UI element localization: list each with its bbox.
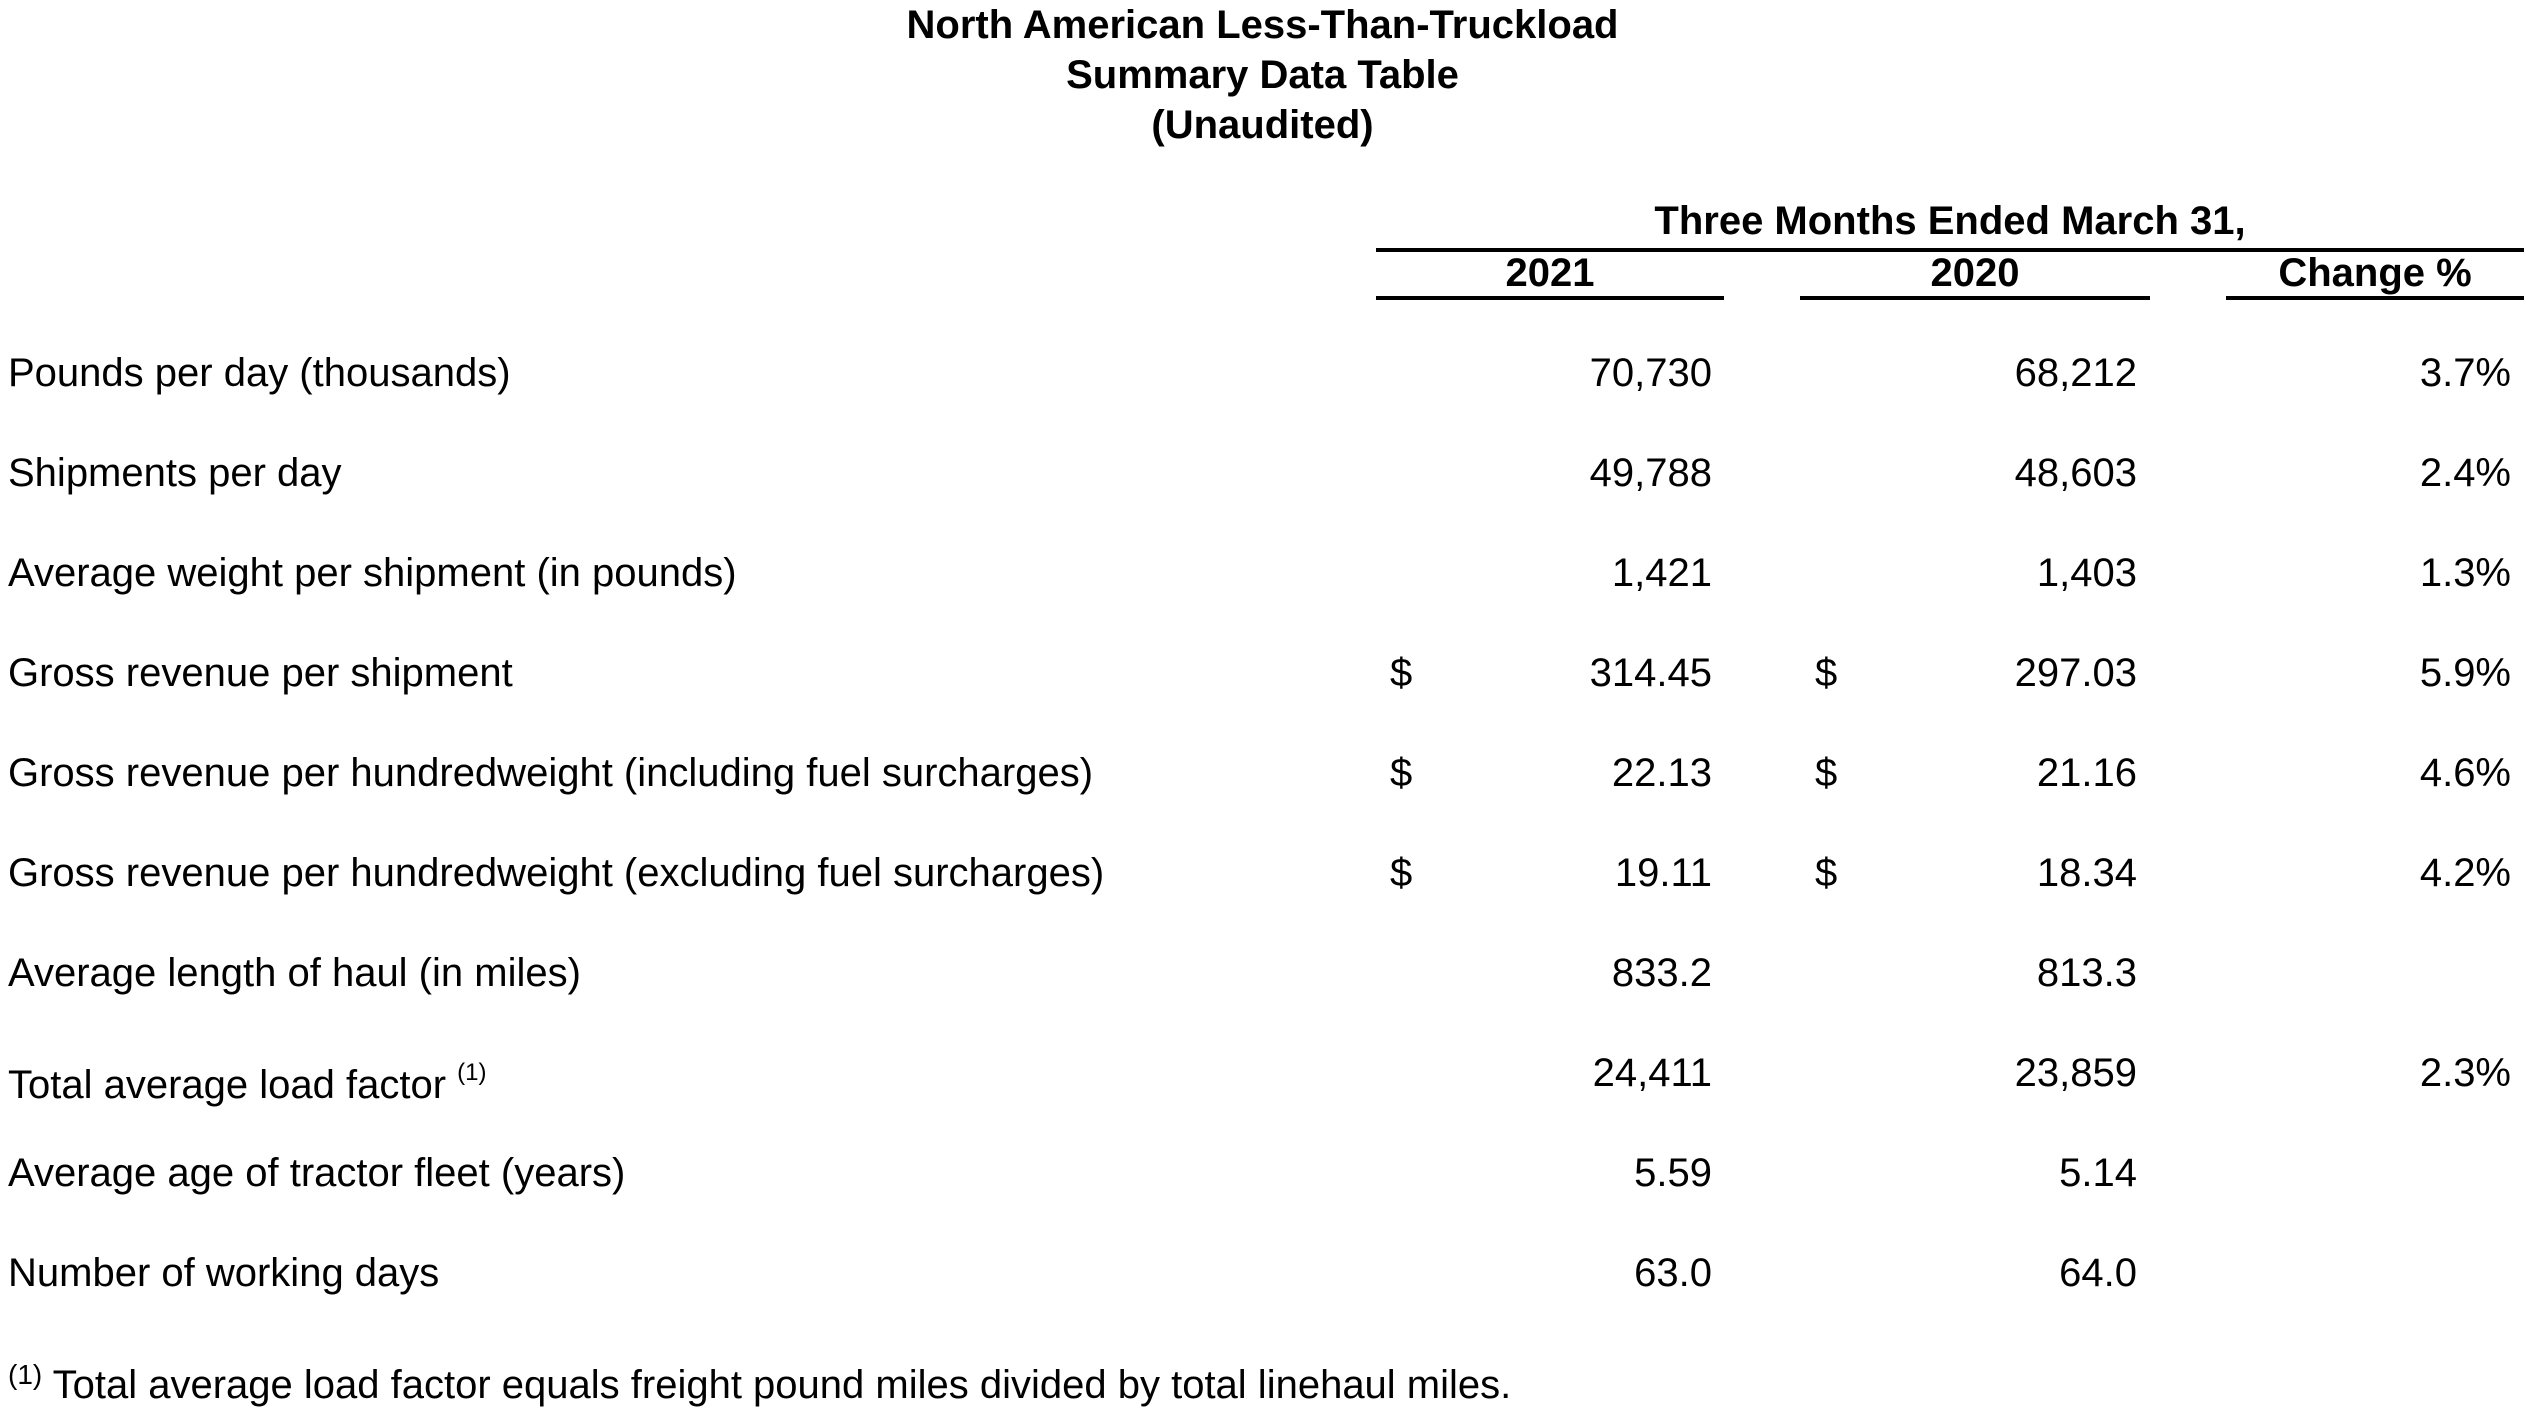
row-label: Gross revenue per hundredweight (excludi…	[8, 823, 1104, 923]
column-header-2021: 2021	[1376, 248, 1724, 300]
dollar-sign-2021	[1390, 523, 1430, 623]
value-change	[2226, 1123, 2511, 1223]
value-change: 4.6%	[2419, 751, 2511, 795]
row-label: Pounds per day (thousands)	[8, 323, 511, 423]
table-row: Average weight per shipment (in pounds) 1…	[0, 523, 2525, 623]
value-2020: 813.3	[2036, 951, 2137, 995]
dollar-sign-2021: $	[1390, 651, 1413, 695]
row-label-text: Total average load factor	[8, 1063, 458, 1107]
table-row: Gross revenue per hundredweight (excludi…	[0, 823, 2525, 923]
value-2021: 314.45	[1589, 651, 1712, 695]
dollar-sign-2021	[1390, 1023, 1430, 1123]
row-label: Gross revenue per shipment	[8, 623, 513, 723]
value-change: 2.3%	[2419, 1051, 2511, 1095]
value-2021: 19.11	[1614, 851, 1712, 895]
footnote-reference: (1)	[457, 1059, 487, 1086]
footnote: (1) Total average load factor equals fre…	[8, 1350, 1511, 1410]
table-row: Number of working days 63.0 64.0	[0, 1223, 2525, 1323]
dollar-sign-2020: $	[1815, 851, 1838, 895]
row-label: Average age of tractor fleet (years)	[8, 1123, 625, 1223]
dollar-sign-2020: $	[1815, 651, 1838, 695]
value-2020: 48,603	[2014, 451, 2137, 495]
value-2020: 1,403	[2036, 551, 2137, 595]
value-2021: 24,411	[1592, 1051, 1712, 1095]
value-2020: 23,859	[2014, 1051, 2137, 1095]
row-label: Shipments per day	[8, 423, 342, 523]
row-label-text: Shipments per day	[8, 451, 342, 495]
row-label: Average length of haul (in miles)	[8, 923, 581, 1023]
dollar-sign-2021: $	[1390, 851, 1413, 895]
row-label-text: Gross revenue per shipment	[8, 651, 513, 695]
value-2021: 22.13	[1611, 751, 1712, 795]
value-2020: 297.03	[2014, 651, 2137, 695]
row-label: Total average load factor (1)	[8, 1023, 487, 1123]
dollar-sign-2021	[1390, 1123, 1430, 1223]
value-2020: 68,212	[2014, 351, 2137, 395]
value-2020: 18.34	[2036, 851, 2137, 895]
dollar-sign-2021: $	[1390, 751, 1413, 795]
value-2020: 5.14	[2059, 1151, 2137, 1195]
table-row: Average length of haul (in miles) 833.2 81…	[0, 923, 2525, 1023]
table-row: Average age of tractor fleet (years) 5.59…	[0, 1123, 2525, 1223]
value-change: 4.2%	[2419, 851, 2511, 895]
dollar-sign-2020: $	[1815, 751, 1838, 795]
value-2021: 833.2	[1611, 951, 1712, 995]
value-2021: 1,421	[1611, 551, 1712, 595]
table-row: Total average load factor (1) 24,411 23,85…	[0, 1023, 2525, 1123]
value-2021: 70,730	[1589, 351, 1712, 395]
dollar-sign-2021	[1390, 423, 1430, 523]
row-label-text: Gross revenue per hundredweight (excludi…	[8, 851, 1105, 895]
dollar-sign-2020	[1815, 1223, 1855, 1323]
dollar-sign-2020	[1815, 423, 1855, 523]
value-change: 5.9%	[2419, 651, 2511, 695]
row-label-text: Gross revenue per hundredweight (includi…	[8, 751, 1094, 795]
footnote-text: Total average load factor equals freight…	[42, 1363, 1512, 1407]
value-change: 3.7%	[2419, 351, 2511, 395]
row-label-text: Pounds per day (thousands)	[8, 351, 511, 395]
value-change: 1.3%	[2419, 551, 2511, 595]
column-header-2020: 2020	[1800, 248, 2150, 300]
row-label-text: Average length of haul (in miles)	[8, 951, 581, 995]
table-row: Gross revenue per hundredweight (includi…	[0, 723, 2525, 823]
dollar-sign-2021	[1390, 323, 1430, 423]
column-header-change: Change %	[2226, 248, 2524, 300]
row-label: Average weight per shipment (in pounds)	[8, 523, 737, 623]
row-label-text: Average weight per shipment (in pounds)	[8, 551, 737, 595]
table-row: Shipments per day 49,788 48,603 2.4%	[0, 423, 2525, 523]
dollar-sign-2020	[1815, 1023, 1855, 1123]
dollar-sign-2021	[1390, 1223, 1430, 1323]
dollar-sign-2020	[1815, 923, 1855, 1023]
table-row: Gross revenue per shipment $314.45 $297.03…	[0, 623, 2525, 723]
row-label-text: Number of working days	[8, 1251, 440, 1295]
period-header: Three Months Ended March 31,	[1376, 196, 2524, 252]
value-2020: 64.0	[2059, 1251, 2137, 1295]
value-change	[2226, 923, 2511, 1023]
dollar-sign-2020	[1815, 523, 1855, 623]
row-label: Number of working days	[8, 1223, 439, 1323]
value-change: 2.4%	[2419, 451, 2511, 495]
report-title-line2: Summary Data Table	[1066, 53, 1459, 97]
dollar-sign-2021	[1390, 923, 1430, 1023]
value-change	[2226, 1223, 2511, 1323]
table-row: Pounds per day (thousands) 70,730 68,212 3.…	[0, 323, 2525, 423]
value-2021: 5.59	[1634, 1151, 1712, 1195]
value-2020: 21.16	[2036, 751, 2137, 795]
dollar-sign-2020	[1815, 323, 1855, 423]
footnote-marker: (1)	[8, 1359, 43, 1390]
value-2021: 49,788	[1589, 451, 1712, 495]
dollar-sign-2020	[1815, 1123, 1855, 1223]
row-label: Gross revenue per hundredweight (includi…	[8, 723, 1093, 823]
row-label-text: Average age of tractor fleet (years)	[8, 1151, 626, 1195]
report-title-line3: (Unaudited)	[1151, 103, 1374, 147]
report-title-line1: North American Less-Than-Truckload	[906, 3, 1619, 47]
value-2021: 63.0	[1634, 1251, 1712, 1295]
